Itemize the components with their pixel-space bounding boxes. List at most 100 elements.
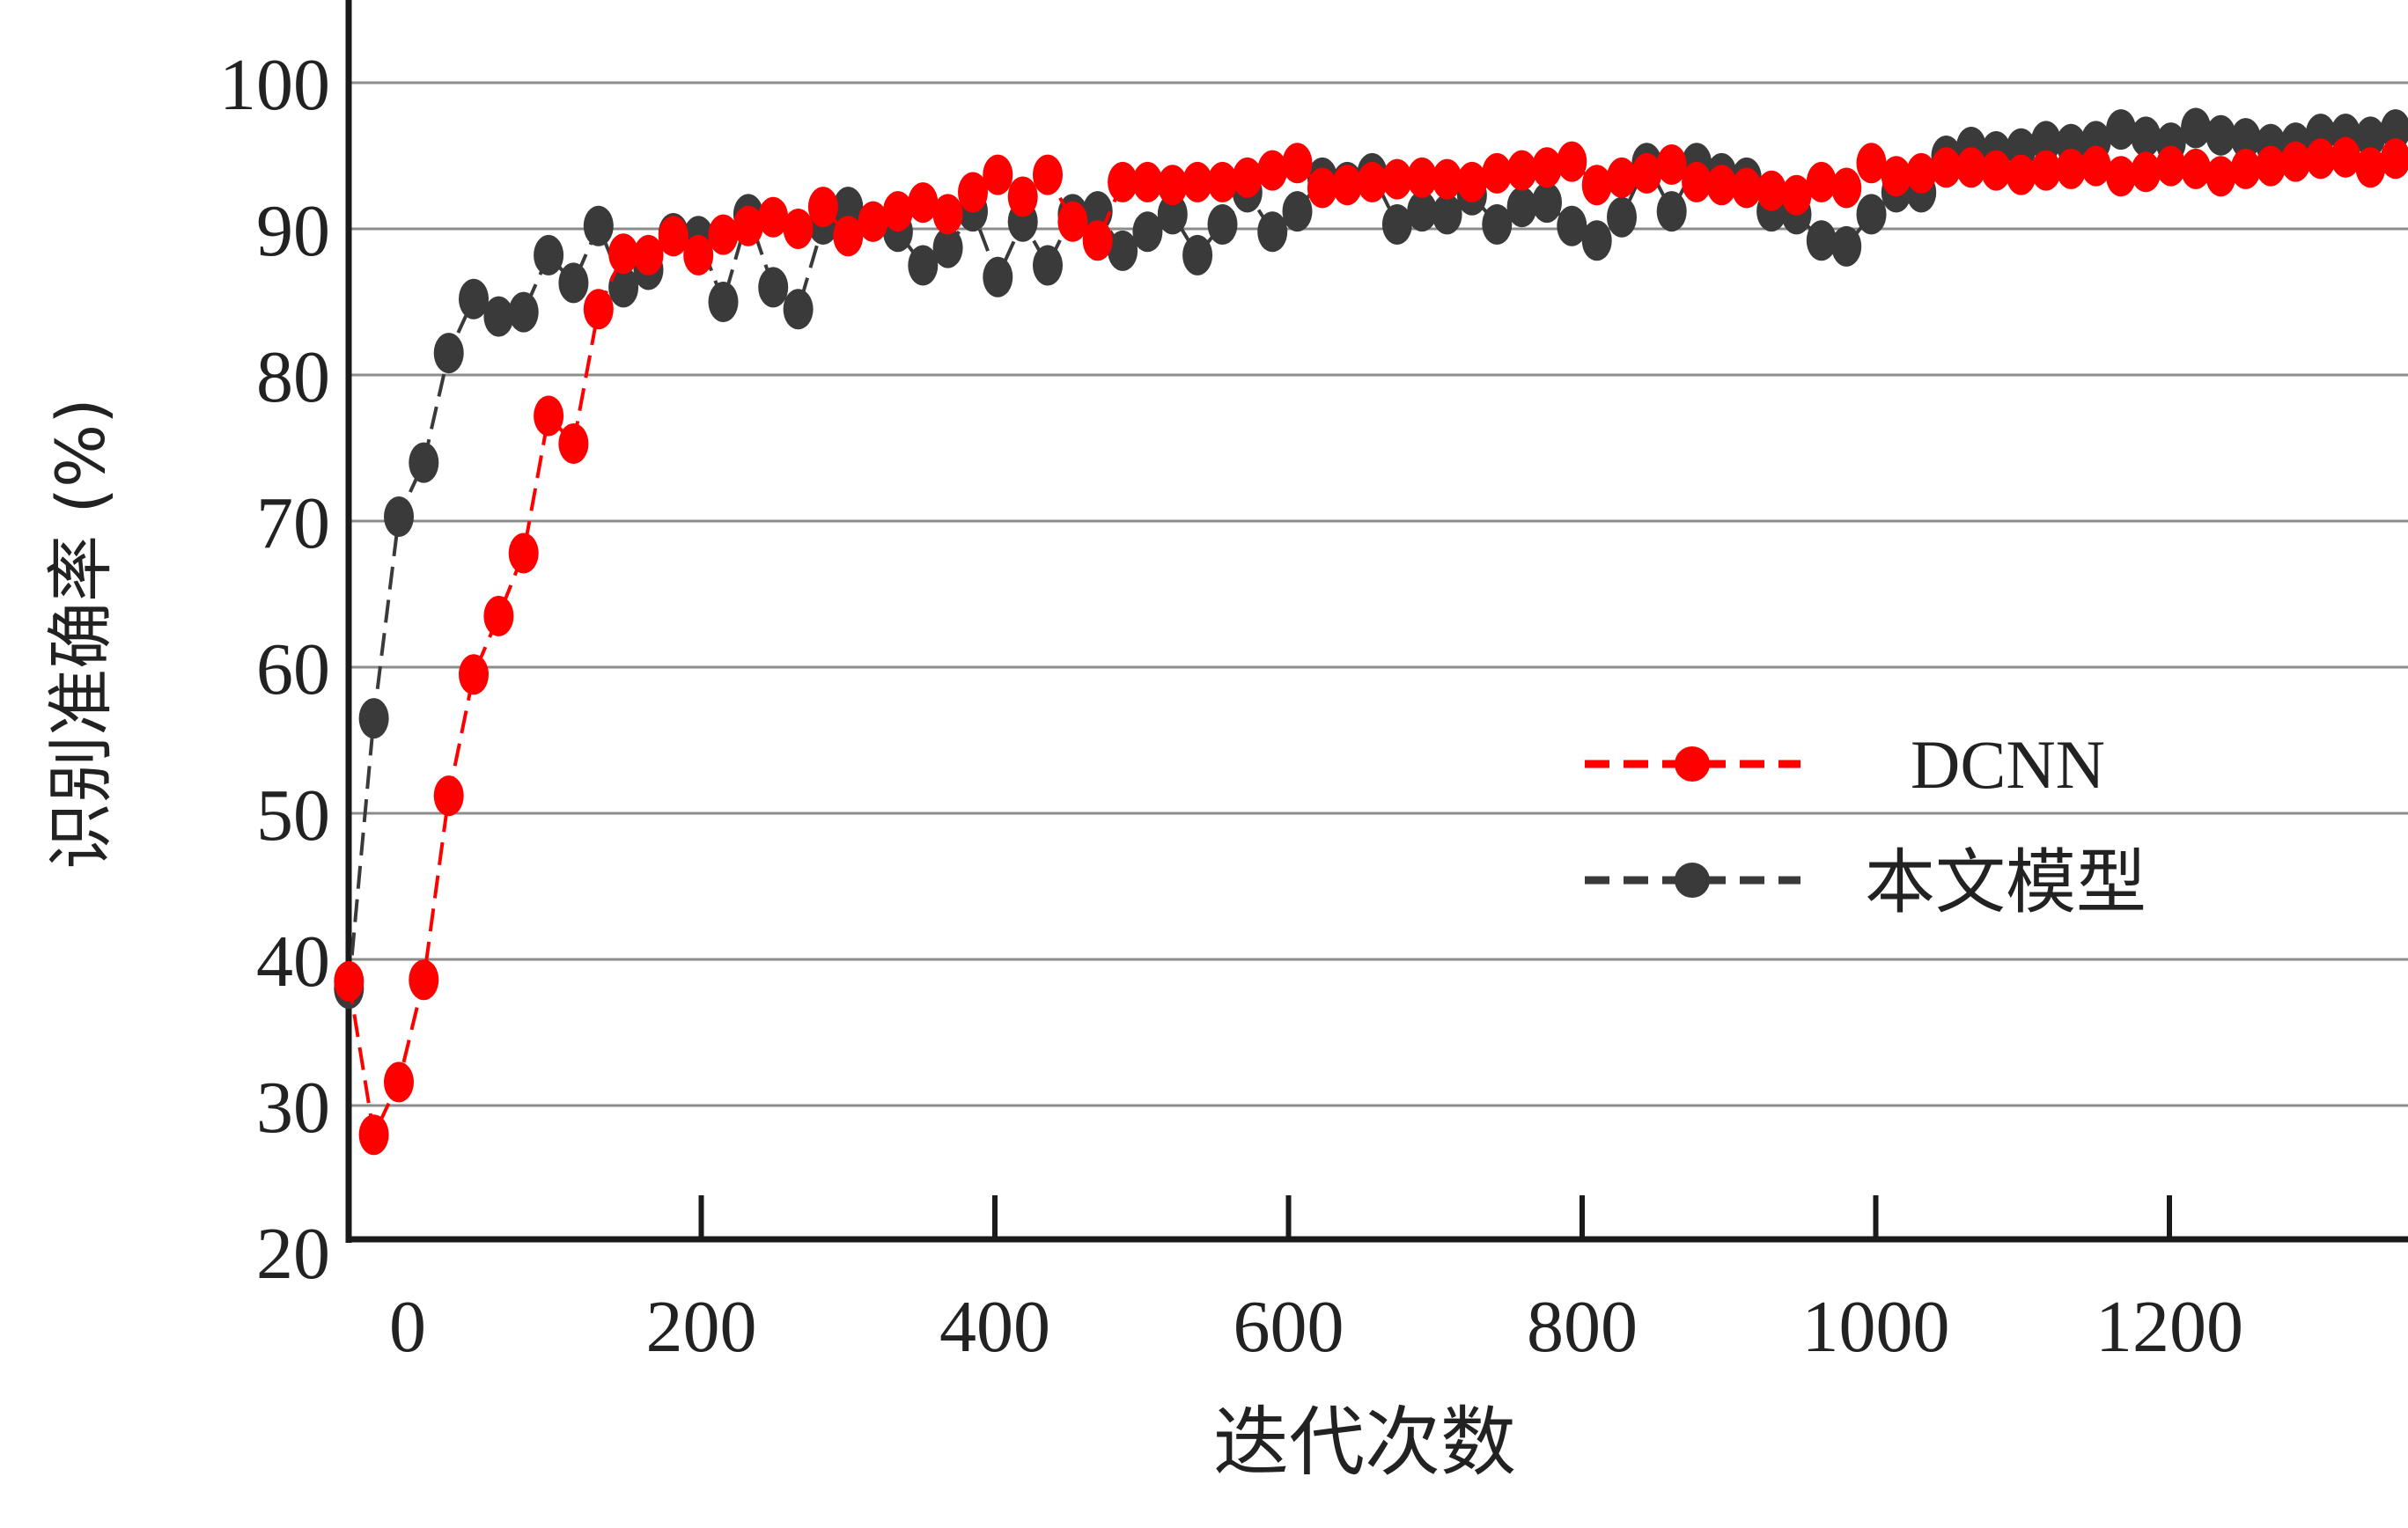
data-point <box>2355 147 2386 188</box>
data-point <box>882 191 913 232</box>
data-point <box>1532 147 1562 188</box>
y-axis-title: 识别准确率 (%) <box>41 398 120 870</box>
data-point <box>2006 154 2036 195</box>
data-point <box>608 233 639 275</box>
data-point <box>1307 167 1337 209</box>
data-point <box>1482 152 1513 194</box>
data-point <box>1033 245 1063 286</box>
data-point <box>1656 144 1687 185</box>
data-point <box>1581 165 1612 206</box>
data-point <box>1407 191 1438 232</box>
data-point <box>858 201 888 242</box>
data-point <box>1856 143 1887 184</box>
data-point <box>783 289 814 330</box>
data-point <box>1581 220 1612 261</box>
data-point <box>1132 161 1163 202</box>
x-tick-label-200: 200 <box>646 1286 757 1368</box>
data-point <box>733 205 763 246</box>
data-point <box>958 172 988 213</box>
data-point <box>2205 114 2236 156</box>
data-point <box>2280 141 2311 182</box>
data-point <box>1731 167 1762 209</box>
y-tick-label-100: 100 <box>219 44 330 126</box>
data-point <box>1806 161 1837 202</box>
data-point <box>983 154 1013 195</box>
data-point <box>2030 150 2061 191</box>
data-point <box>2230 148 2261 189</box>
data-point <box>1432 194 1462 235</box>
data-point <box>2155 145 2186 187</box>
data-point <box>783 209 814 249</box>
x-tick-label-1200: 1200 <box>2095 1286 2243 1368</box>
data-point <box>983 256 1013 298</box>
data-point <box>683 234 714 275</box>
data-point <box>1282 191 1313 232</box>
y-tick-label-50: 50 <box>256 775 330 856</box>
legend-marker-dcnn <box>1675 746 1710 782</box>
data-point <box>534 395 564 437</box>
data-point <box>2380 109 2408 151</box>
data-point <box>1432 158 1462 200</box>
data-point <box>2256 145 2286 187</box>
data-point <box>2380 138 2408 180</box>
y-tick-label-60: 60 <box>256 628 330 710</box>
data-point <box>2056 148 2087 189</box>
data-point <box>2080 145 2111 187</box>
data-point <box>1607 157 1637 198</box>
x-axis-title: 迭代次数 <box>1213 1399 1516 1487</box>
data-point <box>1607 196 1637 238</box>
data-point <box>1557 141 1587 182</box>
x-tick-label-600: 600 <box>1233 1286 1344 1368</box>
data-point <box>508 533 539 574</box>
data-point <box>358 698 389 739</box>
data-point <box>2181 107 2211 149</box>
data-point <box>2030 121 2061 162</box>
y-tick-label-90: 90 <box>256 190 330 272</box>
data-point <box>1033 154 1063 195</box>
legend-label-model: 本文模型 <box>1865 841 2147 923</box>
data-point <box>1631 152 1662 194</box>
data-point <box>2131 151 2161 193</box>
x-tick-label-0: 0 <box>389 1286 426 1368</box>
legend-label-dcnn: DCNN <box>1911 726 2105 803</box>
legend: DCNN 本文模型 <box>1585 726 2147 923</box>
data-point <box>2205 156 2236 197</box>
data-point <box>1157 194 1188 235</box>
data-point <box>1232 157 1263 198</box>
legend-item-dcnn: DCNN <box>1585 726 2105 803</box>
data-point <box>1557 205 1587 246</box>
data-point <box>1656 191 1687 232</box>
data-point <box>1706 165 1737 206</box>
data-point <box>334 960 365 1002</box>
series-dcnn <box>334 136 2408 1156</box>
data-point <box>1506 187 1537 228</box>
data-point <box>358 1114 389 1156</box>
axes <box>345 0 2408 1243</box>
data-point <box>483 296 514 337</box>
y-tick-label-30: 30 <box>256 1067 330 1149</box>
data-point <box>1282 143 1313 184</box>
data-point <box>508 291 539 333</box>
data-point <box>1506 150 1537 191</box>
data-point <box>558 423 589 464</box>
data-point <box>2331 136 2361 178</box>
data-point <box>2305 138 2336 180</box>
data-point <box>1007 176 1038 217</box>
data-point <box>1831 167 1862 209</box>
data-point <box>1207 161 1238 202</box>
data-point <box>658 216 689 257</box>
data-point <box>459 654 489 695</box>
data-point <box>2181 148 2211 189</box>
data-point <box>409 442 439 483</box>
data-point <box>708 214 739 255</box>
data-point <box>433 333 464 374</box>
data-point <box>384 1062 414 1103</box>
data-point <box>534 234 564 275</box>
y-tick-label-40: 40 <box>256 921 330 1003</box>
data-point <box>483 595 514 636</box>
data-point <box>1482 204 1513 245</box>
data-point <box>1856 194 1887 235</box>
data-point <box>932 194 963 235</box>
